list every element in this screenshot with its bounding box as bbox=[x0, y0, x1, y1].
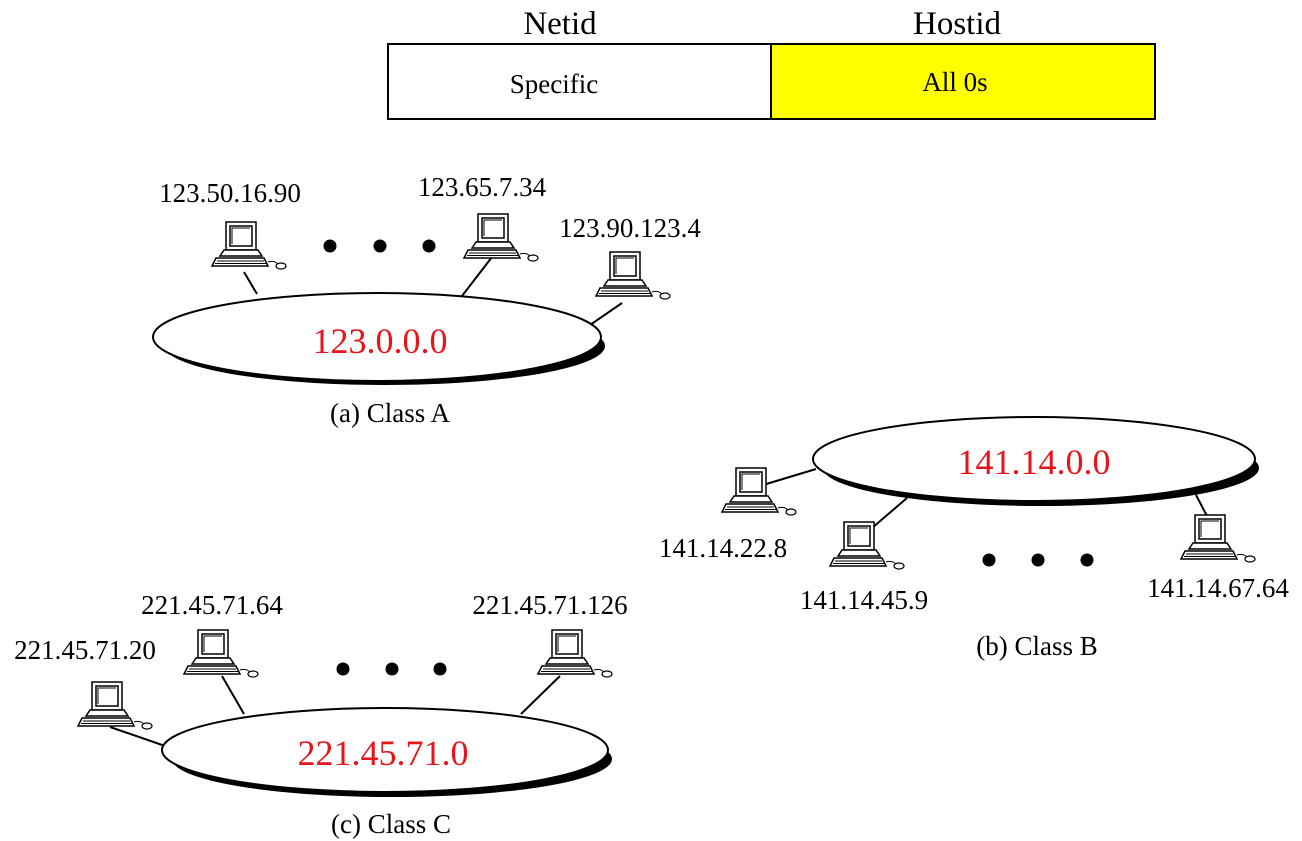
host-address: 141.14.45.9 bbox=[800, 585, 928, 615]
class-a-network: 123.0.0.0 (a) Class A 123.50.16.90 123.6… bbox=[152, 172, 701, 428]
ellipsis-dots bbox=[323, 239, 436, 253]
netid-cell bbox=[387, 43, 772, 120]
network-address: 141.14.0.0 bbox=[958, 442, 1111, 482]
netid-label: Netid bbox=[523, 6, 597, 42]
class-caption: (c) Class C bbox=[331, 809, 451, 839]
network-segment bbox=[152, 292, 602, 382]
class-b-network: 141.14.0.0 (b) Class B 141.14.22.8 141.1… bbox=[659, 416, 1289, 661]
host-address: 221.45.71.20 bbox=[14, 635, 156, 665]
host-address: 221.45.71.64 bbox=[141, 590, 283, 620]
computer-icon bbox=[537, 629, 613, 678]
class-c-network: 221.45.71.0 (c) Class C 221.45.71.20 221… bbox=[14, 590, 628, 839]
hostid-cell bbox=[770, 43, 1156, 120]
host-address: 123.65.7.34 bbox=[418, 172, 547, 202]
network-address: 221.45.71.0 bbox=[298, 733, 469, 773]
network-segment bbox=[161, 707, 609, 793]
computer-icon bbox=[721, 467, 797, 516]
hostid-label: Hostid bbox=[913, 6, 1002, 42]
computer-icon bbox=[829, 521, 905, 570]
computer-icon bbox=[463, 213, 539, 262]
computer-icon bbox=[595, 251, 671, 300]
address-format-table: Netid Hostid Specific All 0s bbox=[387, 6, 1156, 120]
host-address: 123.90.123.4 bbox=[559, 213, 701, 243]
computer-icon bbox=[77, 681, 153, 730]
host-address: 141.14.22.8 bbox=[659, 533, 787, 563]
class-caption: (b) Class B bbox=[976, 631, 1098, 661]
hostid-cell-text: All 0s bbox=[922, 67, 987, 97]
computer-icon bbox=[183, 629, 259, 678]
computer-icon bbox=[211, 221, 287, 270]
host-address: 221.45.71.126 bbox=[472, 590, 627, 620]
ellipsis-dots bbox=[336, 662, 447, 676]
netid-cell-text: Specific bbox=[510, 69, 598, 99]
computer-icon bbox=[1180, 514, 1256, 563]
ellipsis-dots bbox=[982, 553, 1094, 567]
host-address: 141.14.67.64 bbox=[1147, 573, 1289, 603]
host-address: 123.50.16.90 bbox=[159, 178, 301, 208]
network-address: 123.0.0.0 bbox=[313, 321, 448, 361]
network-segment bbox=[812, 416, 1256, 502]
class-caption: (a) Class A bbox=[330, 398, 450, 428]
